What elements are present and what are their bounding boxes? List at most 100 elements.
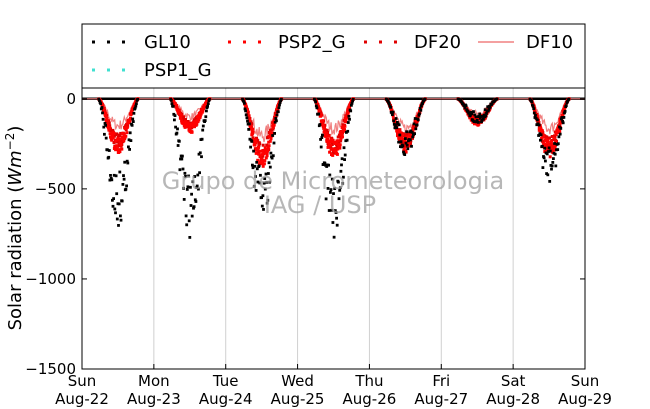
data-point [346,129,350,133]
legend-frame [81,23,586,89]
data-point [200,155,203,159]
legend-label-gl10: GL10 [144,32,191,53]
data-point [340,163,343,167]
data-point [540,144,544,148]
data-point [184,118,187,121]
series-line-day [369,98,442,136]
data-point [115,148,119,151]
data-point [252,149,255,153]
legend-marker-df20 [379,40,382,44]
data-point [421,101,424,105]
data-point [486,105,490,109]
data-point [537,134,540,137]
data-point [244,113,248,117]
data-point [254,175,257,178]
data-point [556,142,560,146]
x-tick-label-day: Sun [68,372,97,390]
data-point [107,128,111,132]
data-point [346,121,350,124]
data-point [132,104,136,108]
data-point [251,163,254,167]
data-point [110,134,114,138]
x-tick-label-day: Wed [281,372,314,390]
data-point [548,149,552,153]
data-point [562,116,566,119]
data-point [401,133,405,137]
data-point [257,144,261,148]
data-point [111,198,114,202]
data-point [334,148,338,152]
data-point [465,108,469,112]
data-point [275,113,279,117]
data-point [117,202,121,206]
data-point [97,97,101,101]
data-point [333,187,337,190]
data-point [128,131,132,135]
data-point [405,135,409,139]
data-point [533,110,537,113]
data-point [260,149,264,153]
data-point [246,119,249,123]
data-point [326,137,330,141]
data-point [107,149,111,152]
data-point [264,156,268,160]
data-point [553,142,556,145]
x-tick-label-date: Aug-27 [414,390,468,408]
legend-label-psp2g: PSP2_G [278,32,346,53]
legend-label-df10: DF10 [526,32,573,53]
data-point [133,106,137,110]
data-point [543,142,547,146]
data-point [173,101,177,105]
data-point [464,104,468,108]
data-point [321,119,325,123]
data-point [545,152,549,156]
data-point [317,112,321,116]
legend-marker-psp2-g [258,40,261,44]
data-point [472,115,476,118]
data-point [187,174,190,178]
data-point [552,157,555,160]
data-point [559,127,563,130]
data-point [254,151,258,155]
data-point [343,153,347,157]
data-point [243,107,247,111]
data-point [490,102,494,106]
data-point [118,150,122,154]
data-point [548,136,551,140]
data-point [264,172,268,176]
data-point [329,191,332,194]
data-point [124,187,128,191]
data-point [132,111,136,115]
data-point [206,104,209,108]
series-line-day [153,98,226,122]
data-point [201,124,205,128]
data-point [193,125,196,129]
data-point [556,148,560,151]
data-point [547,150,550,153]
data-point [110,178,114,182]
data-point [495,97,499,101]
legend-marker-df20 [394,40,397,44]
data-point [321,133,324,137]
data-point [330,177,334,181]
data-point [255,160,259,164]
data-point [386,100,390,103]
data-point [390,108,394,112]
y-tick-label: −500 [35,180,76,198]
data-point [130,123,134,127]
data-point [251,127,255,131]
data-point [314,104,318,108]
data-point [241,97,244,101]
data-point [339,169,343,173]
data-point [418,107,422,110]
y-axis-label: Solar radiation (Wm−2) [3,126,26,331]
data-point [247,114,251,118]
data-point [475,119,479,122]
data-point [275,119,278,123]
x-tick-label-date: Aug-29 [558,390,612,408]
data-point [482,113,486,117]
data-point [321,123,325,127]
data-point [185,188,189,191]
data-point [545,146,549,150]
data-point [328,139,332,143]
